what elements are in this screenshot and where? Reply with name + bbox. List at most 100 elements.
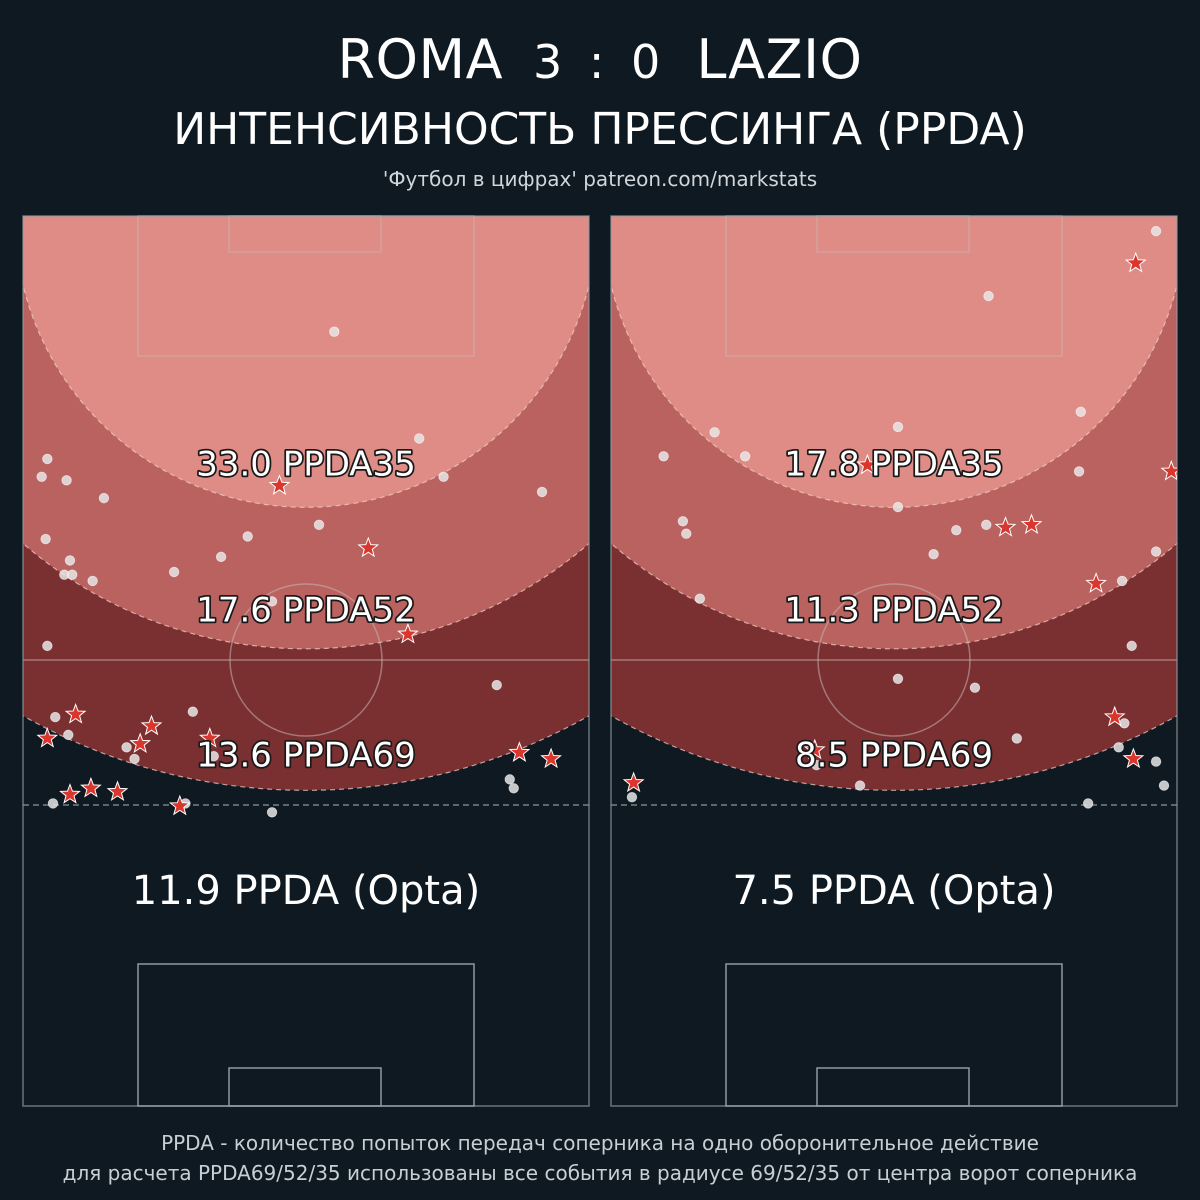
- event-dot: [50, 711, 61, 723]
- zones-lazio: [611, 216, 1177, 791]
- event-star: [168, 794, 191, 816]
- event-dot: [67, 569, 78, 580]
- label-ppda69: 8.5 PPDA69: [795, 736, 993, 776]
- home-team: ROMA: [337, 28, 504, 91]
- pitch-border: [610, 215, 1178, 1107]
- event-dot: [98, 492, 110, 504]
- pitch-roma: 33.0 PPDA35 17.6 PPDA52 13.6 PPDA69 11.9 PP…: [22, 215, 590, 1107]
- event-star: [508, 741, 531, 762]
- event-dot: [892, 501, 904, 513]
- penalty-box-bottom: [725, 963, 1063, 1107]
- event-star: [1103, 705, 1126, 727]
- penalty-box-bottom: [137, 963, 475, 1107]
- event-star: [106, 780, 129, 802]
- event-dot: [626, 791, 638, 803]
- pitch-lines-own-roma: [22, 215, 590, 1107]
- event-dot: [981, 519, 992, 531]
- event-dot: [36, 471, 47, 482]
- event-dot: [64, 555, 76, 566]
- event-dot: [40, 533, 51, 545]
- event-dot: [1113, 742, 1124, 753]
- goal-box-bottom: [816, 1067, 970, 1107]
- event-dot: [1158, 780, 1170, 791]
- event-dot: [187, 706, 199, 717]
- event-dot: [87, 575, 98, 587]
- event-dot: [491, 679, 502, 691]
- label-ppda35: 17.8 PPDA35: [784, 445, 1004, 485]
- event-dot: [47, 798, 59, 809]
- event-dot: [438, 471, 449, 482]
- event-star: [198, 726, 221, 748]
- pitch-border: [22, 215, 590, 1107]
- event-star: [1085, 572, 1107, 593]
- label-ppda35: 33.0 PPDA35: [196, 445, 416, 485]
- center-circle: [817, 583, 971, 737]
- footer-method: для расчета PPDA69/52/35 использованы вс…: [62, 1161, 1138, 1185]
- footer-definition: PPDA - количество попыток передач соперн…: [161, 1131, 1039, 1155]
- event-dot: [983, 290, 994, 302]
- event-star: [129, 732, 152, 754]
- event-dot: [1075, 406, 1086, 418]
- event-dot: [854, 780, 866, 791]
- pitch-lazio: 17.8 PPDA35 11.3 PPDA52 8.5 PPDA69 7.5 PPDA…: [610, 215, 1178, 1107]
- zones-roma: [23, 216, 589, 791]
- event-star: [36, 726, 59, 748]
- event-dot: [677, 516, 689, 527]
- event-dot: [1073, 466, 1085, 477]
- event-dot: [969, 682, 981, 693]
- event-dot: [892, 673, 904, 685]
- label-ppda69: 13.6 PPDA69: [196, 736, 416, 776]
- event-dot: [508, 783, 519, 794]
- event-dot: [414, 433, 425, 444]
- event-dot: [208, 751, 219, 762]
- events-roma: [36, 326, 562, 818]
- event-dot: [61, 475, 72, 486]
- event-dot: [63, 729, 74, 741]
- event-dot: [951, 524, 962, 536]
- chart-subtitle: ИНТЕНСИВНОСТЬ ПРЕССИНГА (PPDA): [173, 104, 1027, 155]
- event-star: [803, 738, 826, 760]
- goal-box-bottom: [228, 1067, 382, 1107]
- away-team: LAZIO: [696, 28, 863, 91]
- event-dot: [1150, 756, 1162, 767]
- event-dot: [1150, 546, 1162, 557]
- event-dot: [313, 519, 325, 531]
- event-dot: [42, 453, 53, 465]
- event-dot: [681, 528, 692, 539]
- event-star: [80, 776, 102, 798]
- event-dot: [168, 566, 180, 578]
- event-star: [140, 714, 163, 736]
- match-score: ROMA 3 : 0 LAZIO: [0, 28, 1200, 91]
- label-ppda-opta: 7.5 PPDA (Opta): [732, 868, 1055, 914]
- event-star: [397, 622, 419, 644]
- event-star: [994, 516, 1017, 537]
- event-star: [622, 771, 645, 793]
- event-dot: [329, 326, 340, 337]
- event-dot: [266, 596, 278, 607]
- event-star: [268, 474, 291, 495]
- zone-ppda35: [611, 216, 1177, 508]
- event-dot: [129, 753, 140, 765]
- event-star: [1124, 251, 1147, 273]
- event-dot: [266, 807, 278, 818]
- event-star: [540, 747, 562, 769]
- event-dot: [892, 421, 904, 433]
- event-dot: [1116, 575, 1128, 587]
- event-dot: [709, 427, 720, 438]
- event-dot: [504, 774, 515, 785]
- event-dot: [1119, 718, 1130, 729]
- event-star: [64, 702, 87, 724]
- event-star: [59, 783, 81, 804]
- center-circle: [229, 583, 383, 737]
- event-star: [856, 453, 879, 475]
- zone-ppda35: [23, 216, 589, 508]
- event-dot: [658, 451, 669, 462]
- event-dot: [1011, 733, 1023, 744]
- event-dot: [739, 451, 751, 462]
- label-ppda52: 17.6 PPDA52: [196, 591, 416, 631]
- event-dot: [42, 640, 53, 652]
- event-dot: [242, 531, 253, 542]
- label-ppda-opta: 11.9 PPDA (Opta): [132, 868, 480, 914]
- event-dot: [121, 742, 132, 753]
- event-dot: [694, 593, 706, 604]
